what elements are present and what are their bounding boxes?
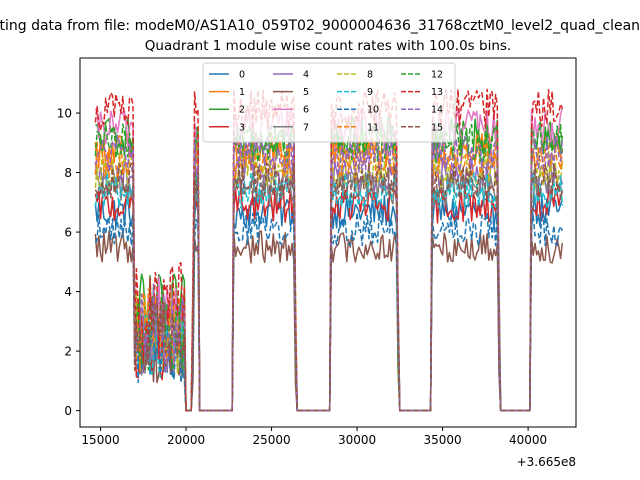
series-line-12 <box>94 122 564 412</box>
figure-suptitle: Plotting data from file: modeM0/AS1A10_0… <box>0 18 640 34</box>
y-tick-label: 0 <box>64 404 72 418</box>
x-axis-offset-label: +3.665e8 <box>517 455 576 469</box>
x-tick-label: 30000 <box>338 433 376 447</box>
chart-title: Quadrant 1 module wise count rates with … <box>145 38 511 54</box>
legend-label-9: 9 <box>367 87 373 98</box>
y-tick-label: 6 <box>64 226 72 240</box>
axes-border <box>79 57 577 428</box>
legend-label-3: 3 <box>239 122 245 133</box>
x-tick-label: 35000 <box>423 433 461 447</box>
legend-label-10: 10 <box>367 105 379 116</box>
ticks-layer: 15000 20000 25000 30000 35000 40000 0 2 4 6 8 10 <box>57 107 547 447</box>
legend-label-6: 6 <box>303 105 309 116</box>
x-tick-label: 25000 <box>252 433 290 447</box>
y-tick-label: 10 <box>57 107 72 121</box>
x-tick-label: 20000 <box>167 433 205 447</box>
y-tick-label: 8 <box>64 166 72 180</box>
legend-label-11: 11 <box>367 122 379 133</box>
legend-label-7: 7 <box>303 122 309 133</box>
x-tick-label: 40000 <box>509 433 547 447</box>
legend-label-8: 8 <box>367 70 373 81</box>
x-tick-label: 15000 <box>81 433 119 447</box>
series-line-14 <box>94 134 564 412</box>
series-line-9 <box>94 172 564 412</box>
legend-label-1: 1 <box>239 87 245 98</box>
legend-label-5: 5 <box>303 87 309 98</box>
legend-label-14: 14 <box>431 105 443 116</box>
legend-label-0: 0 <box>239 70 245 81</box>
legend-label-2: 2 <box>239 105 245 116</box>
y-tick-label: 2 <box>64 345 72 359</box>
series-line-10 <box>94 211 564 412</box>
legend-label-13: 13 <box>431 87 443 98</box>
y-tick-label: 4 <box>64 285 72 299</box>
legend-box <box>202 62 456 143</box>
legend-label-4: 4 <box>303 70 309 81</box>
series-line-15 <box>94 162 564 412</box>
series-layer <box>94 88 564 412</box>
axes-frame <box>79 57 577 428</box>
legend-label-12: 12 <box>431 70 443 81</box>
legend-label-15: 15 <box>431 122 443 133</box>
